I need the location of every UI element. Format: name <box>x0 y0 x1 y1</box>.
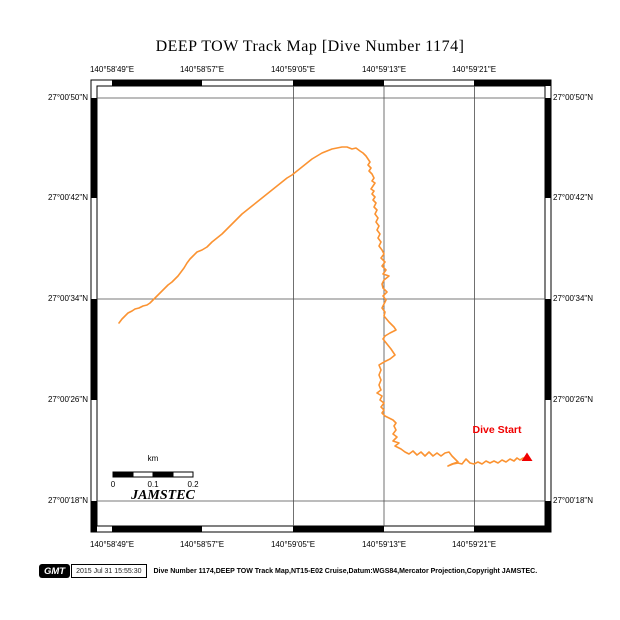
axis-label-lat-left-3: 27°00'26"N <box>47 395 88 404</box>
axis-label-lat-right-0: 27°00'50"N <box>553 93 594 102</box>
axis-label-lon-bottom-3: 140°59'13"E <box>361 540 407 549</box>
dive-start-marker <box>521 452 533 461</box>
axis-label-lon-bottom-2: 140°59'05"E <box>270 540 316 549</box>
axis-label-lon-top-4: 140°59'21"E <box>451 65 497 74</box>
axis-label-lon-bottom-4: 140°59'21"E <box>451 540 497 549</box>
scale-bar-tick-0: 0 <box>110 480 116 489</box>
axis-label-lon-bottom-0: 140°58'49"E <box>89 540 135 549</box>
grid-lines <box>97 86 545 526</box>
axis-label-lat-left-2: 27°00'34"N <box>47 294 88 303</box>
page-title: DEEP TOW Track Map [Dive Number 1174] <box>155 38 465 55</box>
axis-label-lat-right-4: 27°00'18"N <box>553 496 594 505</box>
axis-label-lat-left-0: 27°00'50"N <box>47 93 88 102</box>
axis-label-lon-top-3: 140°59'13"E <box>361 65 407 74</box>
scale-bar-tick-0.2: 0.2 <box>187 480 199 489</box>
footer-caption: Dive Number 1174,DEEP TOW Track Map,NT15… <box>153 567 538 575</box>
timestamp: 2015 Jul 31 15:55:30 <box>71 564 147 578</box>
scale-bar-unit-label: km <box>147 454 159 463</box>
frame-band-top <box>112 80 551 86</box>
axis-label-lat-right-3: 27°00'26"N <box>553 395 594 404</box>
dive-start-label: Dive Start <box>472 424 522 436</box>
frame-band-bottom <box>112 526 551 532</box>
axis-label-lat-right-1: 27°00'42"N <box>553 193 594 202</box>
gmt-logo: GMT <box>39 564 71 578</box>
footer-stamp: GMT 2015 Jul 31 15:55:30 Dive Number 117… <box>39 564 537 578</box>
track-path <box>118 146 527 467</box>
scale-bar-tick-0.1: 0.1 <box>147 480 159 489</box>
frame-band-left <box>91 98 97 532</box>
axis-label-lon-bottom-1: 140°58'57"E <box>179 540 225 549</box>
map-frame-inner <box>96 85 546 527</box>
axis-label-lat-left-1: 27°00'42"N <box>47 193 88 202</box>
axis-label-lon-top-1: 140°58'57"E <box>179 65 225 74</box>
axis-label-lon-top-0: 140°58'49"E <box>89 65 135 74</box>
axis-label-lat-right-2: 27°00'34"N <box>553 294 594 303</box>
axis-label-lon-top-2: 140°59'05"E <box>270 65 316 74</box>
scale-bar <box>112 471 194 478</box>
frame-band-right <box>545 98 551 532</box>
axis-label-lat-left-4: 27°00'18"N <box>47 496 88 505</box>
jamstec-watermark: JAMSTEC <box>131 488 195 503</box>
